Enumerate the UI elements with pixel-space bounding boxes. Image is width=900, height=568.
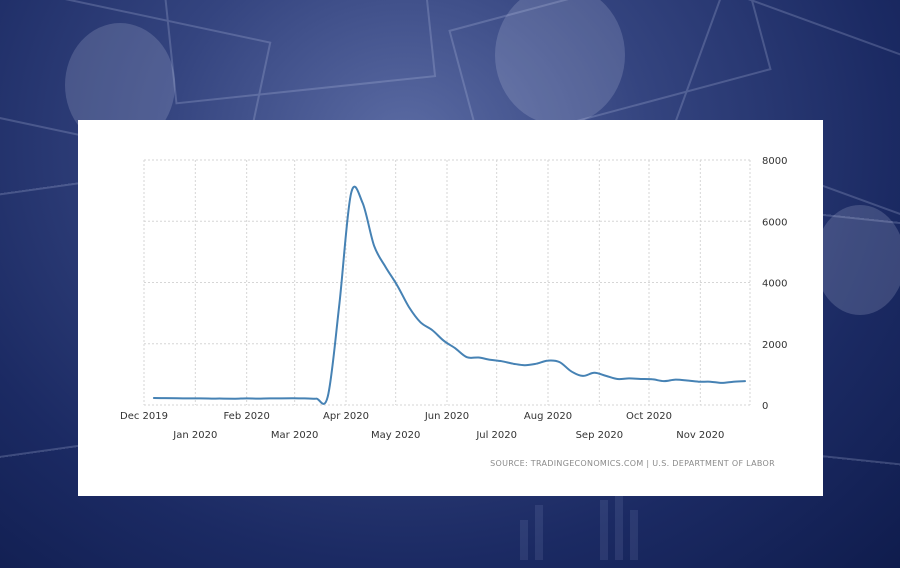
x-tick-label: Oct 2020	[626, 411, 672, 422]
y-tick-label: 2000	[762, 340, 787, 351]
y-tick-label: 6000	[762, 217, 787, 228]
x-tick-label: Jan 2020	[172, 430, 217, 441]
line-chart: 0 2000 4000 6000 8000 Dec 2019 Feb 2020 Apr 20…	[120, 156, 787, 441]
source-attribution: SOURCE: TRADINGECONOMICS.COM | U.S. DEPA…	[490, 459, 775, 468]
x-tick-label: Nov 2020	[676, 430, 724, 441]
y-tick-label: 0	[762, 401, 768, 412]
x-tick-label: Dec 2019	[120, 411, 168, 422]
y-tick-label: 8000	[762, 156, 787, 167]
x-tick-label: May 2020	[371, 430, 420, 441]
x-tick-label: Feb 2020	[223, 411, 269, 422]
series-line	[152, 185, 746, 405]
x-tick-label: Sep 2020	[576, 430, 623, 441]
x-tick-label: Jun 2020	[424, 411, 469, 422]
x-tick-label: Aug 2020	[524, 411, 572, 422]
y-tick-label: 4000	[762, 279, 787, 290]
x-tick-label: Apr 2020	[323, 411, 369, 422]
chart-card: 0 2000 4000 6000 8000 Dec 2019 Feb 2020 Apr 20…	[78, 120, 823, 496]
x-tick-label: Jul 2020	[475, 430, 517, 441]
x-tick-label: Mar 2020	[271, 430, 319, 441]
